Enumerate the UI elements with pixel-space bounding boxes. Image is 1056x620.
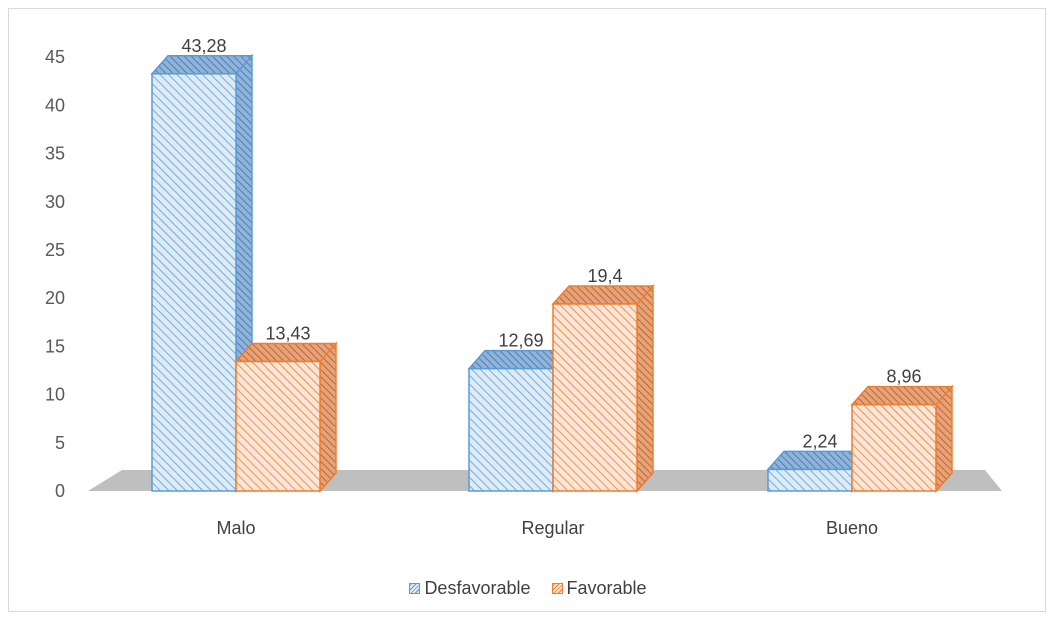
bar-desfavorable-malo xyxy=(150,53,254,493)
bar-front xyxy=(468,367,554,492)
bar-favorable-bueno xyxy=(850,384,954,493)
bar-front xyxy=(851,403,937,492)
legend-swatch-desfavorable xyxy=(409,583,421,594)
y-tick-label: 45 xyxy=(45,47,65,67)
bar-side xyxy=(636,284,654,493)
bar-top xyxy=(551,285,655,305)
bar-front xyxy=(767,468,853,492)
y-tick-label: 35 xyxy=(45,144,65,164)
bar-favorable-malo xyxy=(234,341,338,493)
data-label: 19,4 xyxy=(587,266,622,286)
legend-swatch-favorable xyxy=(551,583,563,594)
bar-front xyxy=(151,73,237,492)
data-label: 2,24 xyxy=(802,431,837,451)
x-category-label: Malo xyxy=(216,518,255,538)
data-label: 43,28 xyxy=(181,36,226,56)
y-tick-label: 30 xyxy=(45,192,65,212)
y-tick-label: 40 xyxy=(45,95,65,115)
legend-item-desfavorable[interactable]: Desfavorable xyxy=(409,578,531,599)
bar-top xyxy=(150,55,254,75)
legend: Desfavorable Favorable xyxy=(0,578,1056,599)
bar-top xyxy=(850,385,954,406)
data-label: 8,96 xyxy=(886,367,921,387)
x-category-label: Bueno xyxy=(826,518,878,538)
y-tick-label: 5 xyxy=(55,433,65,453)
bar-front xyxy=(235,360,321,492)
legend-item-favorable[interactable]: Favorable xyxy=(551,578,647,599)
data-label: 13,43 xyxy=(265,324,310,344)
legend-label-favorable: Favorable xyxy=(566,578,647,598)
y-tick-label: 20 xyxy=(45,288,65,308)
x-category-label: Regular xyxy=(521,518,584,538)
y-tick-label: 0 xyxy=(55,481,65,501)
data-label: 12,69 xyxy=(498,331,543,351)
legend-label-desfavorable: Desfavorable xyxy=(424,578,531,598)
y-tick-label: 25 xyxy=(45,240,65,260)
y-tick-label: 15 xyxy=(45,336,65,356)
bar-side xyxy=(319,341,337,493)
bar-top xyxy=(234,342,338,363)
bar-front xyxy=(552,303,638,492)
y-tick-label: 10 xyxy=(45,385,65,405)
bar-favorable-regular xyxy=(551,284,655,493)
